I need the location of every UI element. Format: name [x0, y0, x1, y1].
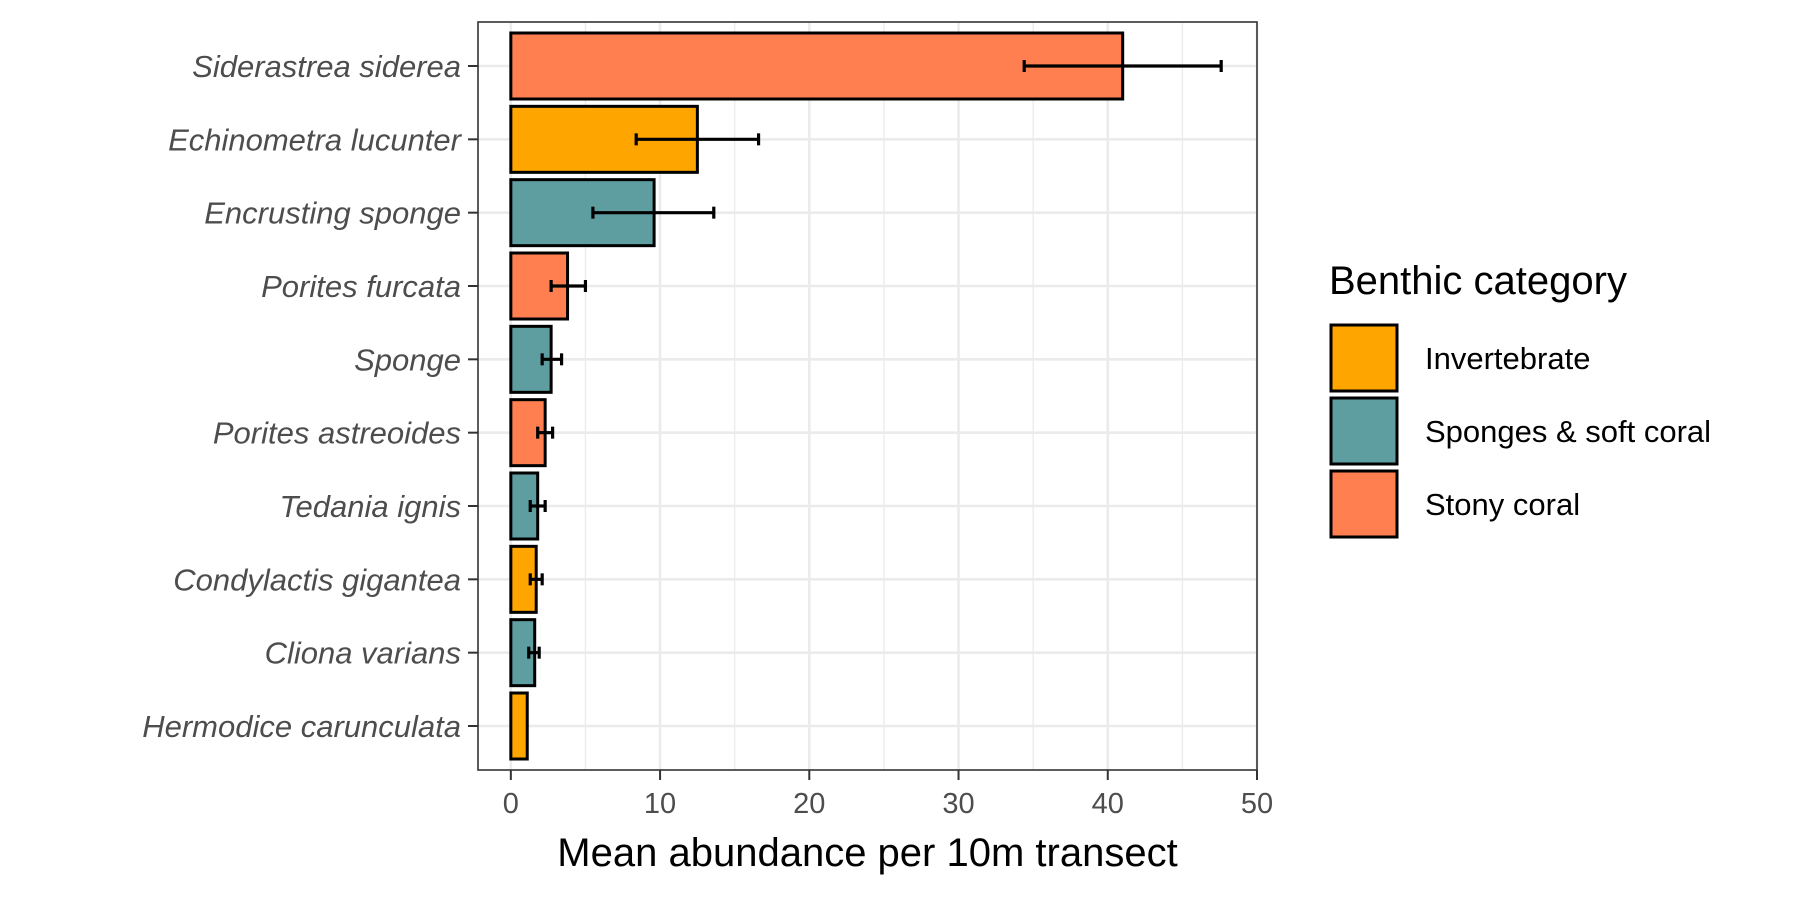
legend-label-invertebrate: Invertebrate: [1425, 341, 1590, 376]
x-tick-label: 10: [644, 788, 676, 820]
y-tick-label: Cliona varians: [265, 636, 461, 671]
x-tick-label: 20: [793, 788, 825, 820]
y-tick-label: Tedania ignis: [279, 489, 461, 524]
error-bar-cliona-varians: [527, 646, 541, 659]
x-axis-title: Mean abundance per 10m transect: [557, 831, 1177, 875]
legend-label-sponges-and-soft-coral: Sponges & soft coral: [1425, 414, 1711, 449]
y-tick-label: Encrusting sponge: [204, 196, 461, 231]
y-tick-label: Echinometra lucunter: [168, 122, 463, 157]
error-bar-encrusting-sponge: [591, 206, 716, 219]
y-tick-label: Condylactis gigantea: [173, 562, 461, 597]
error-bar-echinometra-lucunter: [634, 133, 761, 146]
y-tick-label: Porites astreoides: [213, 416, 461, 451]
error-bar-siderastrea-siderea: [1022, 60, 1223, 72]
x-tick-label: 30: [942, 788, 974, 820]
legend-key-invertebrate: [1329, 323, 1399, 393]
y-axis: Siderastrea siderea Echinometra lucunter E…: [142, 49, 478, 744]
x-tick-label: 0: [503, 788, 519, 820]
legend: Benthic category Invertebrate Sponges & s…: [1329, 259, 1711, 539]
bar-hermodice-carunculata: [509, 691, 529, 761]
legend-key-stony-coral: [1329, 469, 1399, 539]
error-bar-tedania-ignis: [528, 500, 547, 512]
bars: [509, 31, 1125, 761]
error-bar-sponge: [540, 353, 564, 366]
y-tick-label: Porites furcata: [261, 269, 461, 304]
x-tick-label: 40: [1092, 788, 1124, 820]
error-bar-condylactis-gigantea: [528, 573, 544, 586]
legend-key-sponges-and-soft-coral: [1329, 396, 1399, 466]
y-tick-label: Hermodice carunculata: [142, 709, 461, 744]
error-bars: [527, 60, 1223, 659]
x-tick-label: 50: [1241, 788, 1273, 820]
y-tick-label: Sponge: [354, 342, 461, 377]
legend-title: Benthic category: [1329, 259, 1627, 303]
x-axis: 0 10 20 30 40 50: [503, 770, 1273, 820]
y-tick-label: Siderastrea siderea: [192, 49, 461, 84]
plot-panel-border: [477, 21, 1258, 771]
legend-label-stony-coral: Stony coral: [1425, 487, 1580, 522]
error-bar-porites-furcata: [549, 280, 588, 292]
error-bar-porites-astreoides: [536, 426, 555, 439]
